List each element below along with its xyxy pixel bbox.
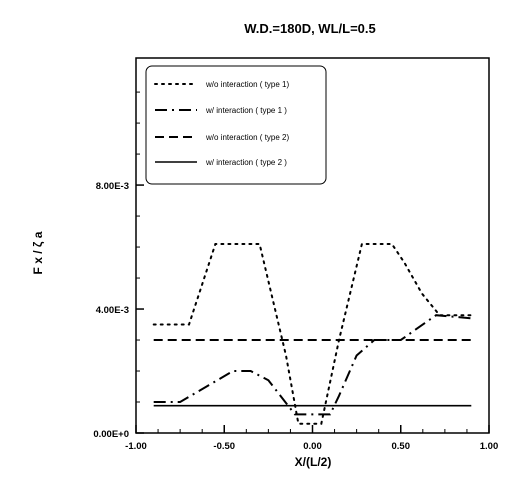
x-axis-label: X/(L/2) [295,455,332,469]
chart-title: W.D.=180D, WL/L=0.5 [244,21,376,36]
y-tick-label: 0.00E+0 [93,429,129,440]
series-line-1 [152,243,473,425]
y-axis-ticks [136,91,144,434]
legend-label: w/ interaction ( type 2 ) [205,158,287,167]
y-axis-label: F x / ζ a [31,231,45,274]
legend: w/o interaction ( type 1) w/ interaction … [145,65,327,185]
series-line-2 [153,314,472,416]
x-axis-ticks [135,425,490,433]
y-axis-tick-labels: 0.00E+0 4.00E-3 8.00E-3 [93,181,129,440]
legend-box [145,65,327,185]
x-tick-label: -0.50 [213,441,235,452]
x-axis-tick-labels: -1.00 -0.50 0.00 0.50 1.00 [125,441,498,452]
x-tick-label: 1.00 [480,441,499,452]
y-tick-label: 4.00E-3 [96,305,129,316]
x-tick-label: 0.00 [303,441,322,452]
series-layer [152,243,473,425]
x-tick-label: -1.00 [125,441,147,452]
legend-label: w/ interaction ( type 1 ) [205,106,287,115]
y-tick-label: 8.00E-3 [96,181,129,192]
x-tick-label: 0.50 [392,441,411,452]
legend-label: w/o interaction ( type 2) [205,133,289,142]
legend-items: w/o interaction ( type 1) w/ interaction … [154,80,289,167]
legend-label: w/o interaction ( type 1) [205,80,289,89]
